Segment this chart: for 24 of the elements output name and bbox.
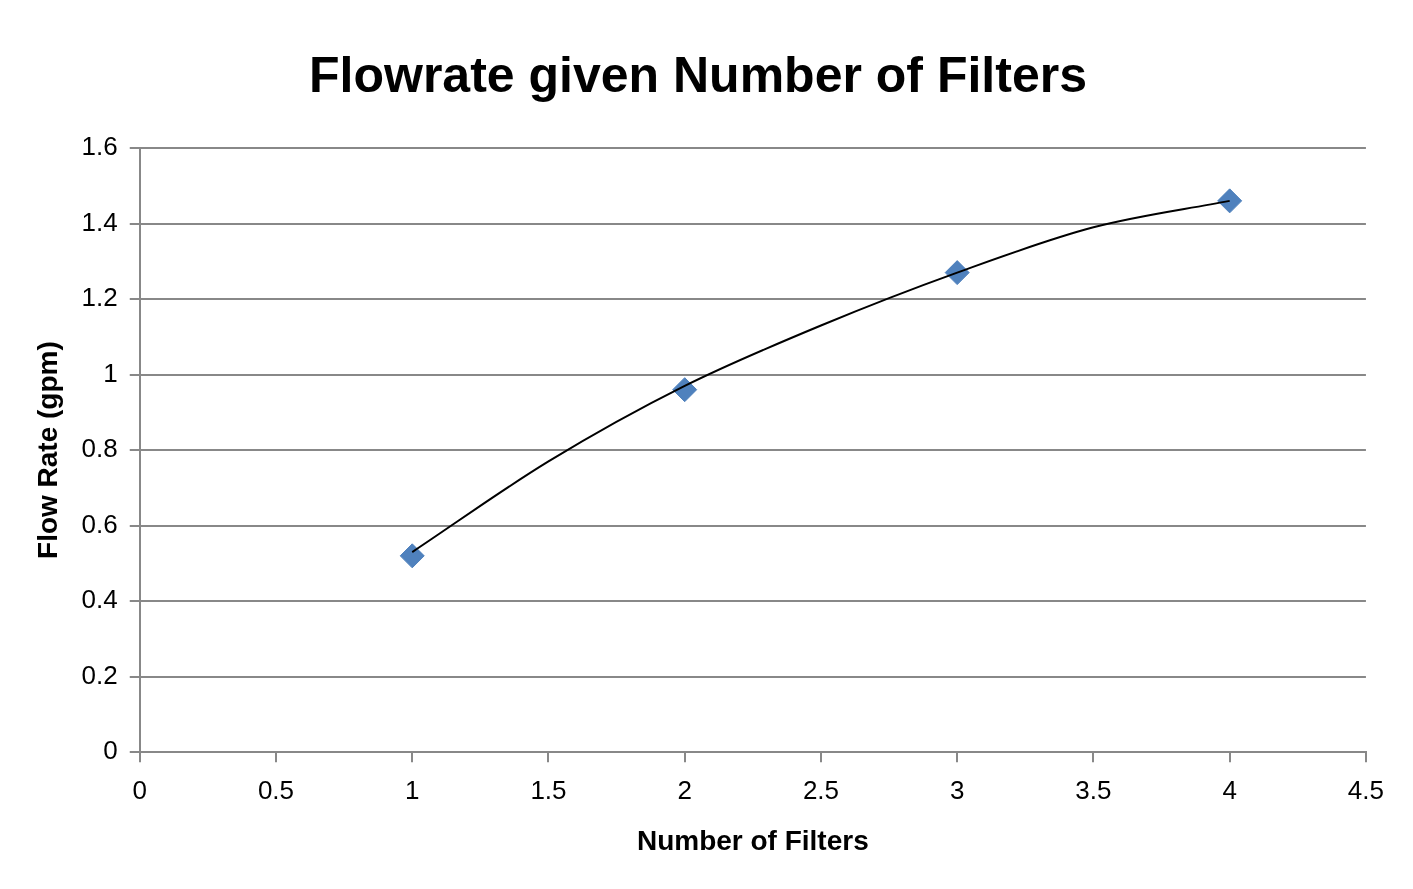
y-tick-label: 1.6	[81, 131, 118, 162]
y-tick-label: 0.4	[81, 584, 118, 615]
y-tick-label: 1	[103, 357, 118, 388]
y-tick-label: 0.2	[81, 659, 118, 690]
chart-title: Flowrate given Number of Filters	[309, 46, 1087, 103]
x-axis-title: Number of Filters	[636, 824, 869, 856]
x-tick-label: 1	[404, 774, 420, 805]
y-tick-label: 0	[103, 735, 118, 766]
x-tick-label: 4	[1222, 774, 1237, 805]
y-tick-label: 0.6	[81, 508, 118, 539]
x-tick-label: 3.5	[1075, 774, 1112, 805]
y-tick-label: 1.2	[81, 282, 118, 313]
y-tick-label: 0.8	[81, 433, 118, 464]
x-tick-label: 4.5	[1347, 774, 1385, 805]
x-tick-label: 3	[949, 774, 965, 805]
x-tick-label: 0	[132, 774, 147, 805]
x-tick-label: 1.5	[530, 774, 567, 805]
x-tick-label: 0.5	[257, 774, 295, 805]
y-axis-title: Flow Rate (gpm)	[31, 341, 63, 559]
y-tick-label: 1.4	[81, 206, 118, 237]
point	[399, 543, 425, 569]
x-tick-label: 2	[677, 774, 692, 805]
x-tick-label: 2.5	[802, 774, 840, 805]
point	[1217, 188, 1243, 214]
